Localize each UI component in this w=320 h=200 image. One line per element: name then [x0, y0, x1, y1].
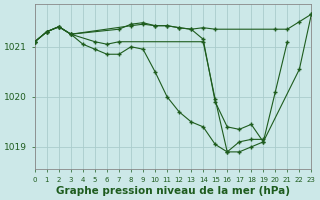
X-axis label: Graphe pression niveau de la mer (hPa): Graphe pression niveau de la mer (hPa) — [56, 186, 290, 196]
